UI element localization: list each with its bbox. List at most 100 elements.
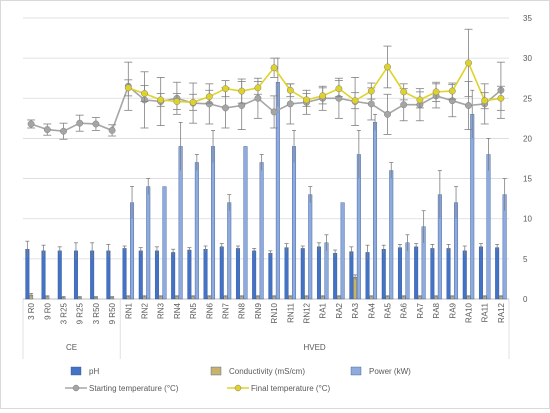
x-tick-label: RA9 bbox=[448, 302, 457, 318]
x-tick-label: RA2 bbox=[335, 302, 344, 318]
bar bbox=[316, 246, 321, 300]
bar bbox=[243, 146, 248, 300]
data-point bbox=[286, 86, 294, 94]
data-point bbox=[60, 127, 67, 135]
bar bbox=[349, 251, 354, 300]
bar bbox=[446, 248, 451, 300]
legend: pH Conductivity (mS/cm) Power (kW) Starting… bbox=[65, 366, 411, 393]
x-tick-label: RN9 bbox=[254, 302, 263, 319]
bar bbox=[275, 82, 280, 300]
data-point bbox=[481, 97, 489, 105]
x-tick-label: RN4 bbox=[173, 302, 182, 319]
x-tick-label: RA11 bbox=[481, 302, 490, 322]
x-tick-label: RN10 bbox=[270, 302, 279, 323]
data-point bbox=[400, 101, 408, 109]
data-point bbox=[108, 126, 116, 134]
x-tick-label: RN8 bbox=[238, 302, 247, 319]
bar bbox=[259, 162, 264, 300]
legend-label: Power (kW) bbox=[369, 367, 411, 376]
data-point bbox=[76, 119, 84, 127]
series-line bbox=[128, 61, 502, 104]
bar bbox=[41, 250, 46, 300]
bar bbox=[333, 253, 338, 300]
x-tick-label: RA12 bbox=[497, 302, 506, 323]
bar bbox=[194, 162, 199, 300]
data-point bbox=[465, 102, 472, 109]
legend-swatch bbox=[70, 366, 82, 376]
x-tick-label: RA6 bbox=[400, 302, 409, 318]
bar bbox=[187, 249, 192, 300]
y-tick-label: 30 bbox=[523, 54, 532, 63]
x-tick-label: 3 R25 bbox=[60, 302, 69, 324]
data-point bbox=[189, 98, 197, 106]
data-point bbox=[303, 96, 310, 104]
bar bbox=[106, 250, 111, 300]
data-point bbox=[319, 92, 327, 100]
data-point bbox=[238, 87, 246, 95]
bar bbox=[211, 146, 216, 300]
bar bbox=[57, 250, 62, 300]
bar bbox=[389, 170, 394, 300]
bar bbox=[227, 202, 232, 300]
x-tick-label: RN1 bbox=[124, 302, 133, 319]
bar bbox=[373, 122, 378, 300]
bar bbox=[171, 252, 176, 300]
data-point bbox=[384, 63, 391, 71]
x-tick-label: RA8 bbox=[432, 302, 441, 318]
y-tick-label: 10 bbox=[523, 215, 532, 224]
bar bbox=[162, 186, 167, 300]
x-tick-label: RA10 bbox=[465, 302, 474, 323]
x-tick-label: RN5 bbox=[189, 302, 198, 319]
y-tick-label: 35 bbox=[523, 14, 532, 23]
bar bbox=[138, 250, 143, 300]
data-point bbox=[254, 84, 262, 92]
y-tick-label: 15 bbox=[523, 175, 532, 184]
data-point bbox=[367, 87, 375, 95]
x-tick-label: RA4 bbox=[367, 302, 376, 318]
data-point bbox=[400, 88, 408, 96]
x-tick-label: 3 R0 bbox=[27, 302, 36, 319]
bar bbox=[397, 247, 402, 300]
x-tick-label: RA3 bbox=[351, 302, 360, 318]
group-label: HVED bbox=[303, 343, 325, 352]
x-tick-label: RN6 bbox=[205, 302, 214, 319]
gridlines bbox=[23, 17, 509, 300]
data-point bbox=[351, 97, 359, 105]
data-point bbox=[124, 84, 132, 92]
x-tick-label: RN7 bbox=[222, 302, 231, 319]
y-tick-label: 0 bbox=[523, 295, 528, 304]
x-tick-label: RA1 bbox=[319, 302, 328, 318]
data-point bbox=[43, 126, 51, 134]
legend-label: Conductivity (mS/cm) bbox=[229, 367, 305, 376]
data-point bbox=[205, 93, 213, 101]
y-axis: 0 5 10 15 20 25 30 35 bbox=[23, 14, 532, 304]
y-tick-label: 25 bbox=[523, 94, 532, 103]
bar bbox=[486, 154, 491, 300]
bar bbox=[154, 250, 159, 300]
bar bbox=[292, 146, 297, 300]
bar bbox=[122, 248, 127, 300]
data-point bbox=[222, 104, 229, 112]
x-tick-label: 3 R50 bbox=[92, 302, 101, 324]
bar bbox=[414, 246, 419, 300]
data-point bbox=[416, 96, 424, 104]
x-axis: 3 R0 9 R0 3 R25 9 R25 3 R50 9 R50 RN1 RN2 RN3 RN4… bbox=[22, 299, 510, 359]
series-line bbox=[30, 84, 502, 133]
legend-label: Starting temperature (°C) bbox=[89, 384, 179, 393]
bar bbox=[300, 248, 305, 300]
data-point bbox=[335, 85, 343, 93]
bar bbox=[268, 253, 273, 300]
bar bbox=[478, 246, 483, 300]
data-point bbox=[270, 64, 278, 72]
legend-swatch bbox=[350, 366, 362, 376]
lines bbox=[27, 28, 505, 140]
data-point bbox=[384, 110, 391, 118]
bar bbox=[430, 248, 435, 300]
data-point bbox=[141, 90, 148, 97]
data-point bbox=[222, 85, 229, 93]
bar bbox=[324, 242, 329, 300]
bar bbox=[252, 250, 257, 300]
group-label: CE bbox=[66, 343, 77, 352]
